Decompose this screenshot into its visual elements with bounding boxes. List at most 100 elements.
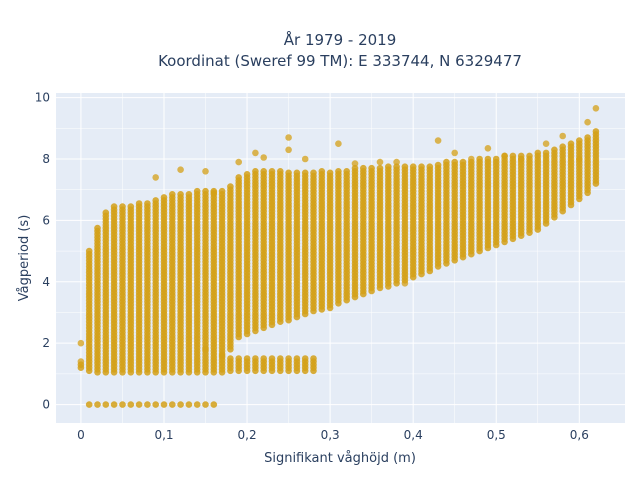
- data-point: [360, 164, 367, 172]
- data-point: [110, 401, 118, 408]
- x-tick-label: 0,1: [154, 428, 173, 442]
- data-point: [268, 168, 276, 175]
- data-point: [285, 169, 292, 177]
- data-point: [235, 174, 242, 181]
- data-point: [293, 355, 301, 362]
- data-point: [252, 149, 259, 157]
- data-point: [492, 155, 500, 163]
- data-point: [551, 146, 558, 154]
- data-point: [94, 224, 101, 232]
- data-point: [542, 149, 550, 157]
- data-point: [218, 187, 226, 195]
- data-point: [301, 169, 309, 177]
- data-point: [576, 137, 583, 144]
- data-point: [434, 137, 442, 144]
- data-point: [210, 189, 218, 197]
- data-point: [409, 163, 417, 170]
- data-point: [144, 401, 151, 408]
- y-tick-label: 4: [42, 275, 50, 289]
- y-tick-label: 2: [42, 336, 50, 350]
- data-point: [293, 169, 301, 177]
- data-points: [77, 105, 600, 408]
- data-point: [285, 146, 292, 154]
- y-tick-labels: 0 2 4 6 8 10: [35, 91, 50, 412]
- data-point: [509, 152, 517, 160]
- data-point: [393, 163, 400, 170]
- data-point: [152, 401, 159, 408]
- data-point: [210, 401, 218, 408]
- data-point: [193, 401, 201, 408]
- data-point: [443, 158, 450, 166]
- data-point: [393, 158, 400, 166]
- data-point: [127, 203, 135, 210]
- x-tick-label: 0: [77, 428, 85, 442]
- data-point: [177, 191, 184, 198]
- data-point: [318, 168, 326, 175]
- data-point: [85, 401, 93, 408]
- data-point: [135, 200, 143, 207]
- data-point: [335, 140, 342, 147]
- data-point: [185, 401, 193, 408]
- data-point: [235, 158, 242, 166]
- data-point: [252, 168, 259, 175]
- data-point: [260, 154, 268, 161]
- data-point: [94, 401, 101, 408]
- data-point: [301, 355, 309, 362]
- data-point: [351, 164, 359, 172]
- data-point: [592, 105, 600, 112]
- data-point: [227, 355, 234, 362]
- data-point: [559, 132, 566, 140]
- data-point: [202, 187, 209, 195]
- data-point: [177, 166, 184, 173]
- x-tick-label: 0,4: [404, 428, 423, 442]
- data-point: [542, 140, 550, 147]
- data-point: [160, 401, 168, 408]
- data-point: [260, 168, 268, 175]
- data-point: [576, 155, 583, 163]
- data-point: [243, 355, 251, 362]
- data-point: [268, 355, 276, 362]
- data-point: [77, 339, 85, 347]
- data-point: [260, 355, 268, 362]
- data-point: [243, 171, 251, 178]
- data-point: [343, 168, 351, 175]
- data-point: [135, 401, 143, 408]
- data-point: [285, 134, 292, 141]
- data-point: [77, 358, 85, 365]
- data-point: [85, 247, 93, 255]
- data-point: [152, 174, 159, 181]
- data-point: [351, 160, 359, 167]
- data-point: [401, 280, 409, 287]
- data-point: [534, 149, 542, 157]
- data-point: [476, 155, 483, 163]
- data-point: [501, 152, 508, 160]
- data-point: [418, 163, 425, 170]
- data-point: [517, 155, 525, 163]
- data-point: [401, 163, 409, 170]
- data-point: [584, 118, 591, 126]
- data-point: [102, 209, 110, 216]
- data-point: [110, 203, 118, 210]
- data-point: [119, 203, 126, 210]
- x-tick-label: 0,3: [321, 428, 340, 442]
- chart-title: År 1979 - 2019: [284, 30, 397, 49]
- y-tick-label: 8: [42, 152, 50, 166]
- data-point: [301, 155, 309, 163]
- data-point: [144, 200, 151, 207]
- data-point: [285, 355, 292, 362]
- data-point: [368, 164, 375, 172]
- data-point: [451, 149, 459, 157]
- data-point: [468, 155, 475, 163]
- data-point: [310, 355, 317, 362]
- data-point: [227, 183, 234, 190]
- x-tick-label: 0,2: [238, 428, 257, 442]
- y-tick-label: 0: [42, 398, 50, 412]
- data-point: [484, 155, 492, 163]
- y-axis-label: Vågperiod (s): [17, 215, 32, 302]
- data-point: [218, 352, 226, 359]
- x-tick-labels: 0 0,1 0,2 0,3 0,4 0,5 0,6: [77, 428, 589, 442]
- data-point: [459, 158, 467, 166]
- data-point: [252, 355, 259, 362]
- y-tick-label: 6: [42, 213, 50, 227]
